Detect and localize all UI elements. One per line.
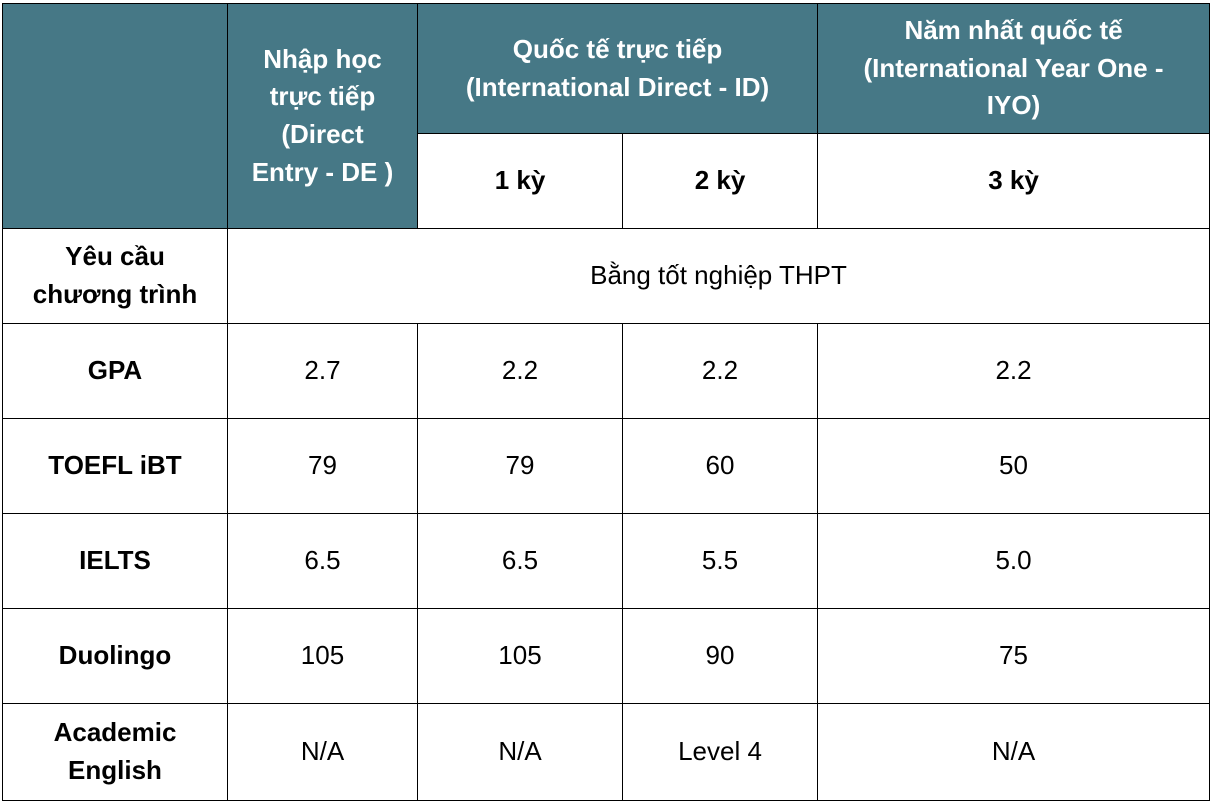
row-label-ielts: IELTS	[2, 513, 228, 609]
subheader-row: 1 kỳ 2 kỳ 3 kỳ	[3, 133, 1211, 229]
cell-ielts-id2: 5.5	[621, 513, 819, 609]
header-direct-entry: Nhập học trực tiếp (Direct Entry - DE )	[227, 3, 418, 229]
cell-toefl-iyo: 50	[817, 418, 1211, 514]
cell-gpa-iyo: 2.2	[817, 323, 1211, 419]
cell-academic-id2: Level 4	[621, 703, 819, 801]
subheader-2-terms: 2 kỳ	[621, 133, 819, 229]
cell-duolingo-iyo: 75	[817, 608, 1211, 704]
cell-ielts-id1: 6.5	[417, 513, 623, 609]
cell-ielts-iyo: 5.0	[817, 513, 1211, 609]
table-row: Duolingo 105 105 90 75	[2, 608, 1211, 704]
cell-duolingo-de: 105	[227, 608, 418, 704]
cell-toefl-id2: 60	[621, 418, 819, 514]
header-row: Nhập học trực tiếp (Direct Entry - DE ) …	[2, 3, 1211, 229]
header-international-year-one: Năm nhất quốc tế (International Year One…	[817, 3, 1211, 134]
subheader-3-terms: 3 kỳ	[817, 133, 1211, 229]
cell-duolingo-id2: 90	[621, 608, 819, 704]
cell-duolingo-id1: 105	[417, 608, 623, 704]
header-international-direct: Quốc tế trực tiếp (International Direct …	[416, 3, 819, 134]
cell-toefl-id1: 79	[417, 418, 623, 514]
requirements-table: Nhập học trực tiếp (Direct Entry - DE ) …	[2, 3, 1211, 801]
cell-gpa-id2: 2.2	[621, 323, 819, 419]
table-row: Academic English N/A N/A Level 4 N/A	[2, 703, 1211, 801]
cell-ielts-de: 6.5	[227, 513, 418, 609]
cell-academic-id1: N/A	[417, 703, 623, 801]
cell-gpa-de: 2.7	[227, 323, 418, 419]
cell-academic-de: N/A	[227, 703, 418, 801]
row-label-gpa: GPA	[2, 323, 228, 419]
row-label-academic-english: Academic English	[2, 703, 228, 801]
header-corner-cell	[2, 3, 228, 229]
program-requirement-value: Bằng tốt nghiệp THPT	[226, 228, 1211, 324]
table-row: IELTS 6.5 6.5 5.5 5.0	[2, 513, 1211, 609]
subheader-1-term: 1 kỳ	[417, 133, 623, 229]
row-label-program-requirement: Yêu cầu chương trình	[2, 228, 228, 324]
table-row: TOEFL iBT 79 79 60 50	[2, 418, 1211, 514]
cell-academic-iyo: N/A	[817, 703, 1211, 801]
row-label-toefl: TOEFL iBT	[2, 418, 228, 514]
table-row: Yêu cầu chương trình Bằng tốt nghiệp THP…	[2, 228, 1211, 324]
cell-toefl-de: 79	[227, 418, 418, 514]
row-label-duolingo: Duolingo	[2, 608, 228, 704]
table-row: GPA 2.7 2.2 2.2 2.2	[2, 323, 1211, 419]
cell-gpa-id1: 2.2	[417, 323, 623, 419]
